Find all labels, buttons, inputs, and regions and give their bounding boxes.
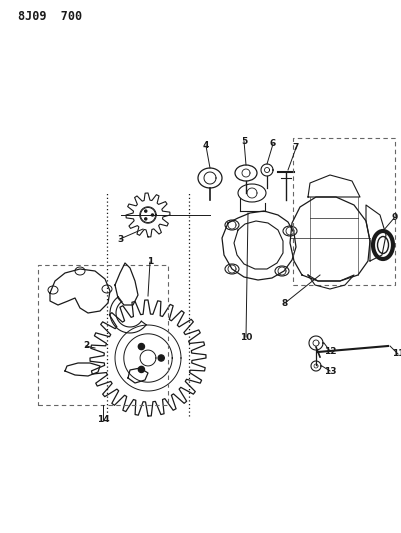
Text: 2: 2 <box>83 342 89 351</box>
Text: 14: 14 <box>97 416 109 424</box>
Circle shape <box>144 218 146 220</box>
Text: 9: 9 <box>391 213 397 222</box>
Circle shape <box>138 366 144 373</box>
Text: 11: 11 <box>391 350 401 359</box>
Text: 1: 1 <box>146 257 153 266</box>
Text: 3: 3 <box>117 235 123 244</box>
Text: 7: 7 <box>292 143 298 152</box>
Text: 6: 6 <box>269 140 275 149</box>
Text: 13: 13 <box>323 367 335 376</box>
Text: 8J09  700: 8J09 700 <box>18 10 82 23</box>
Text: 8: 8 <box>281 298 288 308</box>
Circle shape <box>138 343 144 350</box>
Text: 10: 10 <box>239 333 251 342</box>
Circle shape <box>151 214 153 216</box>
Text: 5: 5 <box>240 136 247 146</box>
Circle shape <box>144 210 146 212</box>
Text: 4: 4 <box>203 141 209 150</box>
Circle shape <box>158 355 164 361</box>
Text: 12: 12 <box>323 346 335 356</box>
